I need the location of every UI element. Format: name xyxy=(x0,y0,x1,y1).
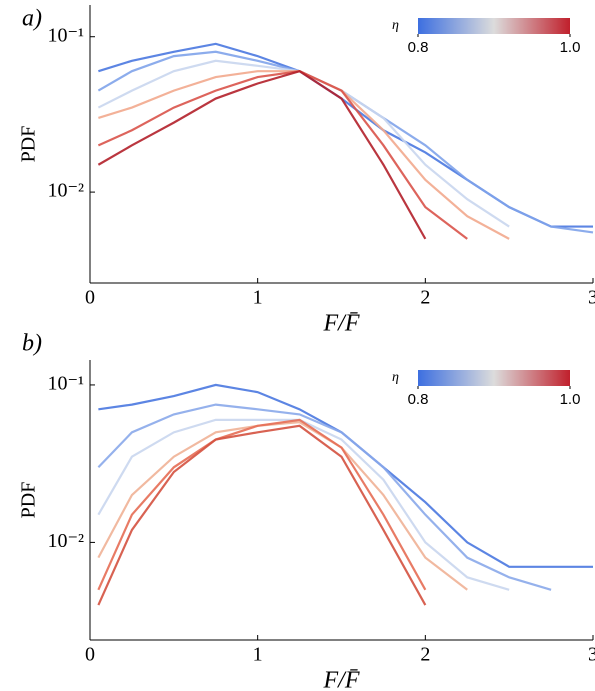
colorbar-label: η xyxy=(392,370,399,385)
data-line xyxy=(97,418,510,591)
colorbar-tick-label: 1.0 xyxy=(560,39,581,56)
x-tick-label: 3 xyxy=(588,287,595,309)
colorbar xyxy=(418,18,570,34)
x-tick-label: 0 xyxy=(85,287,95,309)
colorbar-tick-label: 0.8 xyxy=(408,39,429,56)
x-tick-label: 2 xyxy=(420,287,430,309)
colorbar-label: η xyxy=(392,18,399,33)
data-line xyxy=(97,70,468,240)
y-tick-label: 10⁻² xyxy=(47,530,84,552)
colorbar xyxy=(418,370,570,386)
colorbar-tick-label: 0.8 xyxy=(408,391,429,408)
y-axis-label: PDF xyxy=(18,126,40,163)
data-line xyxy=(98,70,510,240)
data-line xyxy=(97,69,427,240)
data-line xyxy=(97,421,468,591)
x-axis-label: F/F̄ xyxy=(323,311,360,337)
panel-label: a) xyxy=(22,6,42,32)
x-tick-label: 0 xyxy=(85,644,95,666)
data-line xyxy=(97,403,552,591)
x-tick-label: 1 xyxy=(253,644,263,666)
y-tick-label: 10⁻² xyxy=(47,180,84,202)
data-line xyxy=(97,424,427,606)
x-tick-label: 1 xyxy=(253,287,263,309)
x-axis-label: F/F̄ xyxy=(323,668,360,691)
colorbar-tick-label: 1.0 xyxy=(560,391,581,408)
y-tick-label: 10⁻¹ xyxy=(47,373,84,395)
data-line xyxy=(97,59,510,228)
y-axis-label: PDF xyxy=(18,482,40,519)
data-line xyxy=(97,418,427,591)
data-line xyxy=(98,383,593,568)
x-tick-label: 3 xyxy=(588,644,595,666)
y-tick-label: 10⁻¹ xyxy=(47,24,84,46)
panel-label: b) xyxy=(22,331,42,357)
data-line xyxy=(97,50,594,234)
x-tick-label: 2 xyxy=(420,644,430,666)
